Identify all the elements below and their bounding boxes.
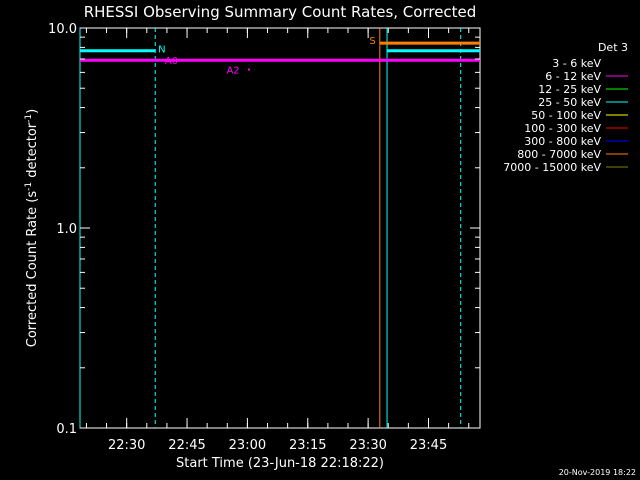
legend-label-6: 300 - 800 keV [524, 135, 601, 148]
annotation-n: N [158, 44, 165, 55]
y-axis-label: Corrected Count Rate (s-1 detector-1) [24, 109, 40, 347]
legend-label-3: 25 - 50 keV [538, 96, 601, 109]
x-axis-ticks: 22:30 22:45 23:00 23:15 23:30 23:45 [85, 28, 470, 453]
footer-timestamp: 20-Nov-2019 18:22 [559, 468, 636, 477]
legend-label-8: 7000 - 15000 keV [503, 161, 601, 174]
y-axis-ticks: 10.0 1.0 0.1 [48, 22, 480, 437]
y-tick-label-0: 10.0 [48, 22, 77, 37]
legend-label-7: 800 - 7000 keV [517, 148, 601, 161]
y-label-end: ) [25, 109, 40, 114]
x-tick-label-2: 23:00 [229, 438, 266, 453]
plot-frame [79, 27, 481, 429]
legend-label-4: 50 - 100 keV [531, 109, 601, 122]
legend-title: Det 3 [598, 41, 628, 54]
y-label-sup1: -1 [24, 182, 34, 191]
y-tick-label-2: 0.1 [56, 422, 77, 437]
x-tick-label-3: 23:15 [289, 438, 326, 453]
legend-label-1: 6 - 12 keV [545, 70, 601, 83]
x-tick-label-4: 23:30 [349, 438, 386, 453]
annotations-group: NA0 A2 S [158, 36, 376, 76]
isolated-point-0 [248, 68, 251, 71]
y-label-base: Corrected Count Rate (s [25, 191, 40, 348]
plot-area [79, 27, 481, 429]
x-tick-label-0: 22:30 [108, 438, 145, 453]
legend-label-2: 12 - 25 keV [538, 83, 601, 96]
legend-label-0: 3 - 6 keV [552, 57, 601, 70]
y-label-sup2: -1 [24, 114, 34, 123]
x-axis-label: Start Time (23-Jun-18 22:18:22) [176, 456, 384, 471]
x-tick-label-5: 23:45 [410, 438, 447, 453]
annotation-a0: A0 [165, 56, 178, 67]
annotation-a2: A2 [226, 66, 239, 77]
legend-label-5: 100 - 300 keV [524, 122, 601, 135]
series-group [80, 41, 480, 71]
y-label-mid: detector [25, 122, 40, 182]
chart-title: RHESSI Observing Summary Count Rates, Co… [84, 3, 477, 21]
x-tick-label-1: 22:45 [168, 438, 205, 453]
vertical-markers [79, 28, 462, 428]
annotation-s: S [369, 36, 375, 47]
y-tick-label-1: 1.0 [56, 222, 77, 237]
